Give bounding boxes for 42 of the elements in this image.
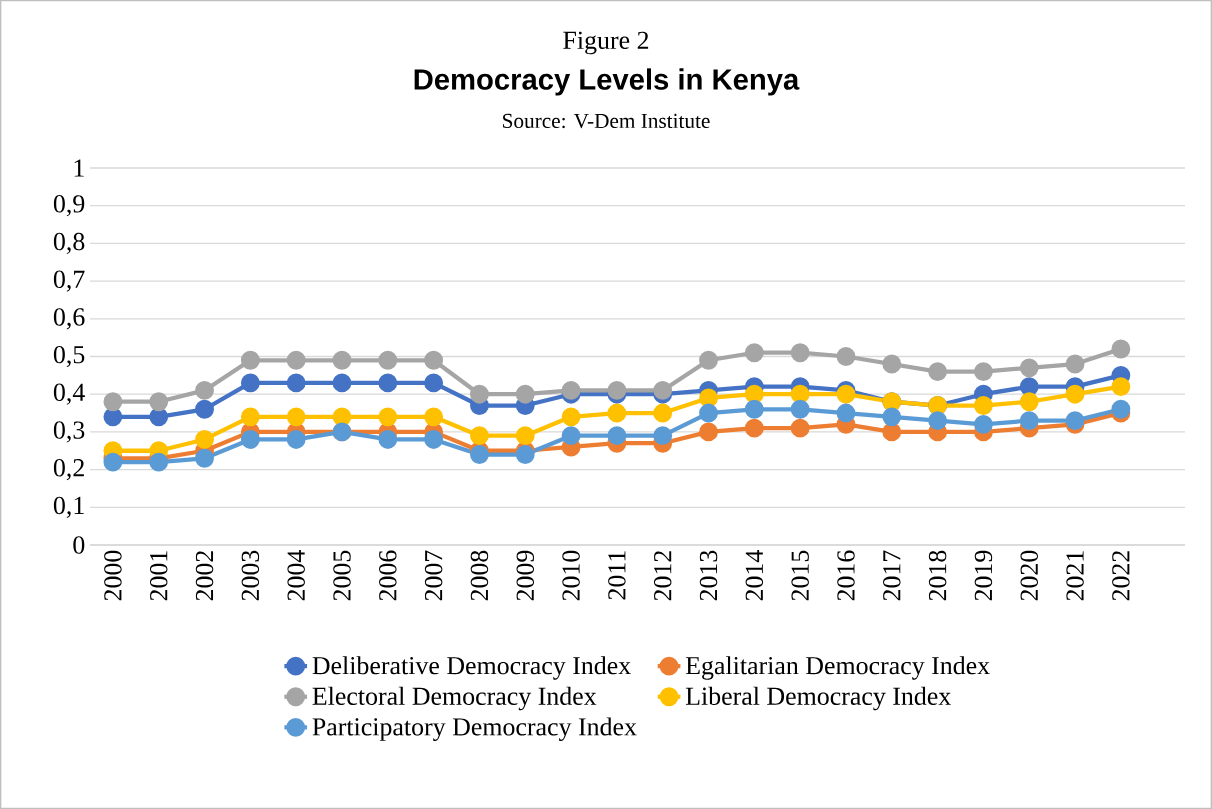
legend-label: Electoral Democracy Index — [312, 686, 597, 711]
x-tick-label: 2014 — [745, 550, 764, 601]
y-tick-label: 1 — [74, 159, 84, 177]
x-tick-label: 2011 — [608, 551, 626, 600]
x-tick-label: 2019 — [974, 550, 993, 601]
chart-title: Democracy Levels in Kenya — [414, 68, 800, 96]
x-tick-label: 2018 — [928, 550, 947, 601]
x-tick-label: 2007 — [424, 550, 443, 601]
x-tick-label: 2000 — [104, 550, 122, 601]
x-tick-label: 2013 — [699, 550, 718, 601]
legend-label: Liberal Democracy Index — [685, 686, 951, 711]
x-tick-label: 2010 — [562, 550, 580, 601]
y-tick-label: 0,5 — [53, 345, 85, 368]
y-tick-label: 0,1 — [53, 496, 84, 518]
x-tick-label: 2002 — [195, 551, 214, 601]
y-tick-label: 0,3 — [53, 421, 85, 443]
y-tick-label: 0,7 — [53, 270, 85, 292]
x-tick-label: 2003 — [241, 550, 260, 601]
y-tick-label: 0 — [73, 536, 85, 554]
x-tick-label: 2001 — [149, 551, 168, 601]
x-tick-label: 2005 — [333, 550, 351, 601]
x-tick-label: 2022 — [1112, 551, 1130, 601]
legend-label: Deliberative Democracy Index — [312, 656, 631, 680]
source-note: Source: V-Dem Institute — [503, 113, 710, 129]
x-tick-label: 2012 — [653, 551, 672, 601]
x-tick-label: 2009 — [516, 550, 534, 601]
x-tick-label: 2020 — [1020, 550, 1038, 601]
x-tick-label: 2015 — [791, 550, 809, 601]
chart-subtitle: Figure 2 — [563, 31, 649, 55]
x-tick-label: 2006 — [379, 550, 397, 601]
x-tick-label: 2021 — [1066, 551, 1084, 601]
y-tick-label: 0,4 — [53, 383, 85, 405]
y-tick-label: 0,8 — [53, 232, 85, 254]
x-tick-label: 2004 — [287, 550, 305, 601]
y-tick-label: 0,9 — [53, 195, 85, 217]
legend-label: Participatory Democracy Index — [312, 717, 637, 741]
x-tick-label: 2016 — [837, 550, 855, 601]
x-tick-label: 2008 — [470, 550, 489, 601]
legend-label: Egalitarian Democracy Index — [685, 656, 990, 680]
y-tick-label: 0,2 — [53, 458, 84, 481]
x-tick-label: 2017 — [883, 550, 901, 601]
y-tick-label: 0,6 — [53, 308, 85, 330]
